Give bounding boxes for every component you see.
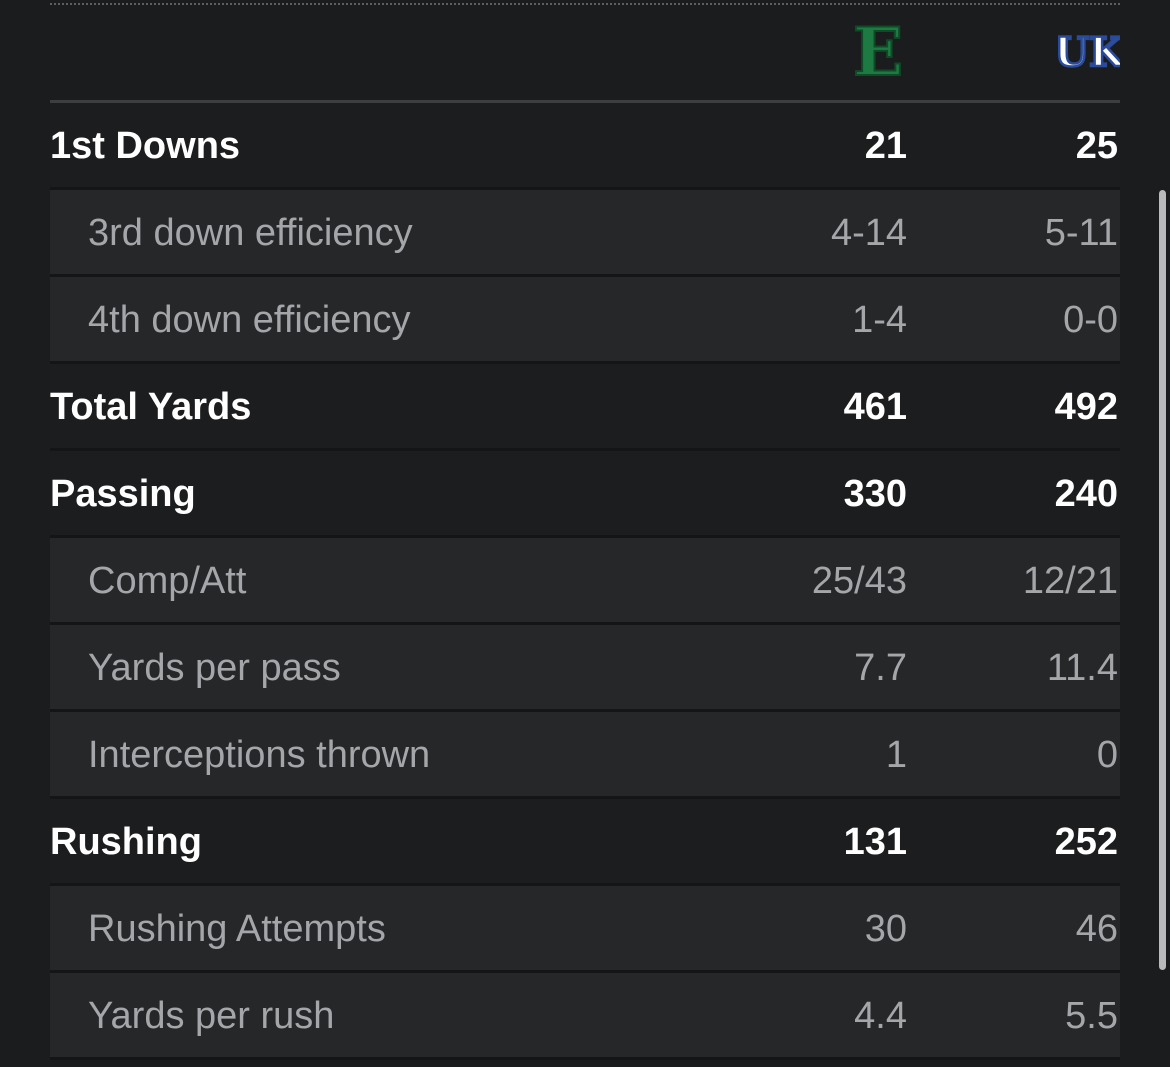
- home-stat-value: 492: [1054, 386, 1118, 428]
- away-stat-value: 4-14: [830, 212, 907, 254]
- stat-row-yards-per-pass: Yards per pass 7.7 11.4: [50, 625, 1120, 712]
- kentucky-logo-text: UK: [1058, 29, 1120, 74]
- stat-label: Interceptions thrown: [88, 734, 431, 776]
- home-stat-value: 0-0: [1063, 299, 1118, 341]
- stat-row-rushing-attempts: Rushing Attempts 30 46: [50, 886, 1120, 973]
- away-stat-value: 21: [864, 125, 907, 167]
- team-stats-table: 1st Downs 21 25 3rd down efficiency 4-14…: [50, 103, 1120, 1060]
- stat-label: Comp/Att: [88, 560, 247, 602]
- stat-label: Rushing: [50, 821, 202, 863]
- stat-label: Yards per pass: [88, 647, 341, 689]
- stat-row-yards-per-rush: Yards per rush 4.4 5.5: [50, 973, 1120, 1060]
- eastern-michigan-logo-icon: E: [852, 13, 904, 91]
- stat-row-total-yards: Total Yards 461 492: [50, 364, 1120, 451]
- home-stat-value: 0: [1096, 734, 1118, 776]
- home-stat-value: 11.4: [1046, 647, 1118, 689]
- kentucky-logo-icon: UK: [1053, 28, 1126, 78]
- away-stat-value: 1: [885, 734, 907, 776]
- home-stat-value: 25: [1075, 125, 1118, 167]
- stat-row-comp-att: Comp/Att 25/43 12/21: [50, 538, 1120, 625]
- stat-label: 3rd down efficiency: [88, 212, 413, 254]
- home-stat-value: 240: [1054, 473, 1118, 515]
- stat-row-first-downs: 1st Downs 21 25: [50, 103, 1120, 190]
- top-divider: [50, 3, 1120, 5]
- stat-label: Total Yards: [50, 386, 252, 428]
- home-stat-value: 5.5: [1065, 995, 1118, 1037]
- stat-label: Passing: [50, 473, 196, 515]
- stat-label: Yards per rush: [88, 995, 335, 1037]
- stat-row-interceptions-thrown: Interceptions thrown 1 0: [50, 712, 1120, 799]
- scrollbar-thumb[interactable]: [1159, 190, 1166, 970]
- stat-row-rushing: Rushing 131 252: [50, 799, 1120, 886]
- stat-row-passing: Passing 330 240: [50, 451, 1120, 538]
- away-stat-value: 330: [843, 473, 907, 515]
- away-stat-value: 461: [843, 386, 907, 428]
- home-stat-value: 252: [1054, 821, 1118, 863]
- stat-label: Rushing Attempts: [88, 908, 386, 950]
- home-stat-value: 46: [1075, 908, 1118, 950]
- away-stat-value: 25/43: [811, 560, 907, 602]
- away-stat-value: 7.7: [854, 647, 907, 689]
- stat-row-third-down-efficiency: 3rd down efficiency 4-14 5-11: [50, 190, 1120, 277]
- home-stat-value: 12/21: [1022, 560, 1118, 602]
- stat-row-fourth-down-efficiency: 4th down efficiency 1-4 0-0: [50, 277, 1120, 364]
- team-stats-header: E UK: [50, 13, 1126, 103]
- home-stat-value: 5-11: [1044, 212, 1118, 254]
- away-stat-value: 1-4: [852, 299, 907, 341]
- stat-label: 1st Downs: [50, 125, 241, 167]
- away-stat-value: 30: [864, 908, 907, 950]
- away-stat-value: 131: [843, 821, 907, 863]
- away-stat-value: 4.4: [854, 995, 907, 1037]
- stat-label: 4th down efficiency: [88, 299, 411, 341]
